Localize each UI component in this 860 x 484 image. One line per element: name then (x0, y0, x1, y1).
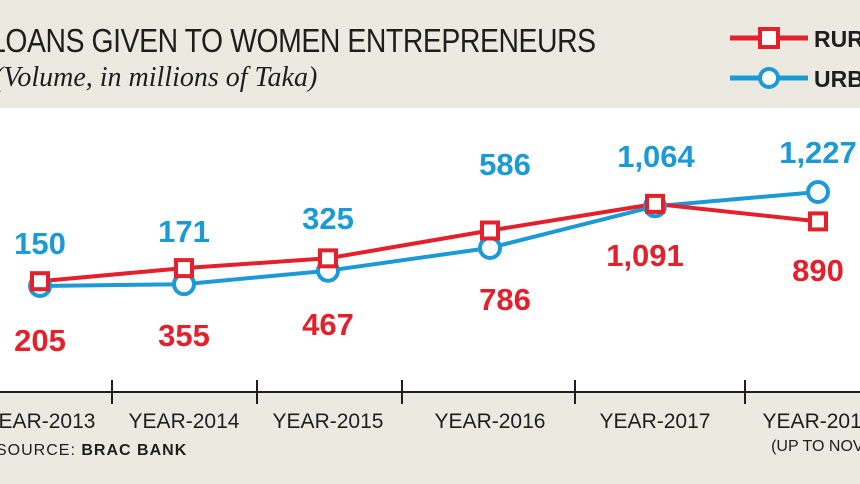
data-point-rural-year-2013 (30, 271, 50, 292)
plot-area (0, 108, 860, 392)
source-note: SOURCE: BRAC BANK (0, 442, 187, 460)
data-point-rural-year-2015 (318, 248, 338, 269)
x-tick-note-year-2018: (UP TO NOV) (771, 438, 860, 455)
data-label-urban-year-2016: 586 (479, 147, 531, 182)
series-line-rural (39, 201, 819, 284)
x-tick-label-year-2018: YEAR-2018 (763, 410, 860, 433)
series-line-urban (39, 190, 819, 288)
x-tick-label-year-2015: YEAR-2015 (273, 410, 384, 433)
data-label-rural-year-2015: 467 (302, 307, 354, 342)
x-tick-label-year-2014: YEAR-2014 (129, 410, 240, 433)
legend-rural-swatch (730, 27, 808, 49)
data-label-rural-year-2017: 1,091 (606, 238, 684, 273)
data-label-rural-year-2013: 205 (14, 323, 66, 358)
data-label-urban-year-2014: 171 (158, 214, 210, 249)
data-label-rural-year-2016: 786 (479, 282, 531, 317)
data-label-urban-year-2017: 1,064 (617, 139, 695, 174)
x-tick-label-year-2016: YEAR-2016 (435, 410, 546, 433)
x-tick-label-year-2013: YEAR-2013 (0, 410, 95, 433)
data-point-urban-year-2018 (806, 180, 830, 204)
legend-urban: URBAN (730, 62, 860, 92)
data-point-rural-year-2016 (480, 220, 500, 241)
source-prefix: SOURCE: (0, 442, 76, 459)
data-label-rural-year-2014: 355 (158, 318, 210, 353)
source-name: BRAC BANK (81, 442, 188, 459)
x-tick-label-year-2017: YEAR-2017 (600, 410, 711, 433)
data-label-urban-year-2013: 150 (14, 226, 66, 261)
data-label-urban-year-2015: 325 (302, 201, 354, 236)
data-point-urban-year-2016 (478, 235, 502, 260)
chart-subtitle: (Volume, in millions of Taka) (0, 62, 318, 93)
data-label-rural-year-2018: 890 (792, 253, 844, 288)
legend-urban-label: URBAN (814, 66, 860, 92)
legend-rural: RURAL (730, 22, 860, 52)
legend-rural-label: RURAL (814, 26, 860, 52)
data-point-rural-year-2014 (174, 258, 194, 279)
data-point-rural-year-2017 (645, 193, 665, 214)
data-label-urban-year-2018: 1,227 (779, 135, 857, 170)
chart-title: LOANS GIVEN TO WOMEN ENTREPRENEURS (0, 22, 596, 59)
data-point-rural-year-2018 (808, 211, 828, 232)
legend-urban-swatch (730, 67, 808, 89)
